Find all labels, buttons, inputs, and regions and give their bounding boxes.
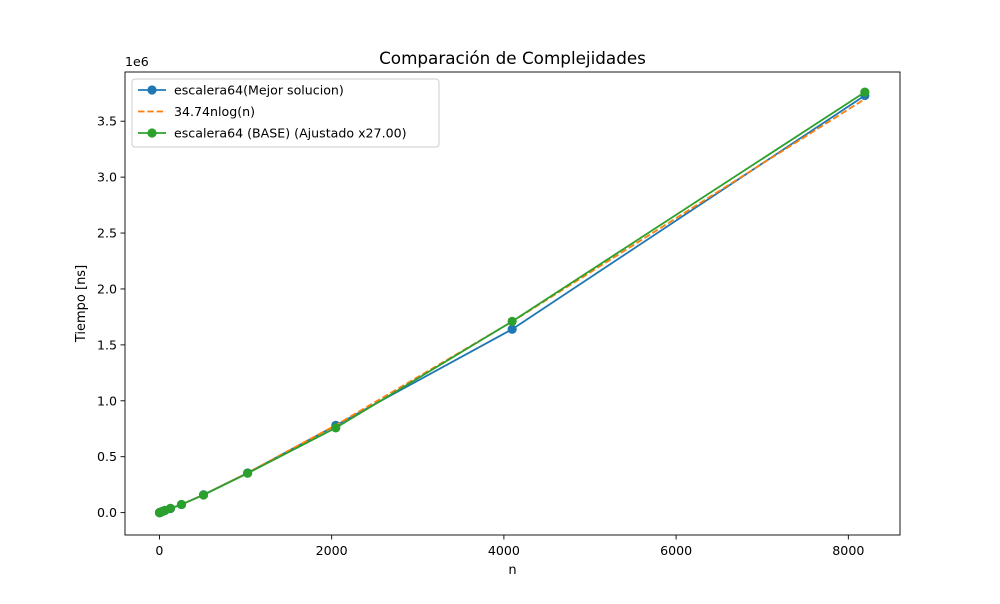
data-point: [331, 423, 341, 433]
legend-label: 34.74nlog(n): [174, 104, 255, 119]
y-tick-label: 3.0: [97, 170, 117, 185]
y-axis: 0.0 0.5 1.0 1.5 2.0 2.5 3.0 3.5: [97, 114, 125, 520]
legend-label: escalera64 (BASE) (Ajustado x27.00): [174, 126, 407, 141]
x-axis-label: n: [508, 563, 516, 578]
y-axis-label: Tiempo [ns]: [74, 265, 89, 343]
y-tick-label: 1.5: [97, 337, 117, 352]
data-point: [198, 490, 209, 500]
legend-frame: [131, 78, 440, 148]
data-point: [176, 499, 187, 510]
data-point: [165, 503, 176, 513]
legend: escalera64(Mejor solucion) 34.74nlog(n) es…: [131, 78, 440, 148]
data-point: [243, 468, 253, 478]
y-tick-label: 0.0: [97, 505, 117, 520]
data-point: [507, 316, 517, 326]
axes-frame: [124, 71, 901, 536]
y-tick-label: 3.5: [97, 114, 117, 129]
legend-label: escalera64(Mejor solucion): [174, 83, 344, 98]
x-axis: 0 2000 4000 6000 8000: [155, 535, 864, 558]
series-2: [154, 87, 870, 518]
x-tick-label: 0: [155, 543, 163, 558]
legend-marker: [147, 85, 157, 95]
data-point: [507, 324, 517, 334]
legend-marker: [147, 128, 157, 138]
x-tick-label: 8000: [832, 543, 864, 558]
y-tick-label: 2.5: [97, 226, 117, 241]
y-tick-label: 2.0: [97, 281, 117, 296]
plot-area: [154, 87, 870, 518]
x-tick-label: 6000: [660, 543, 692, 558]
chart-title: Comparación de Complejidades: [379, 48, 646, 68]
y-tick-label: 0.5: [97, 449, 117, 464]
y-tick-label: 1.0: [97, 393, 117, 408]
y-axis-scale-label: 1e6: [125, 54, 149, 69]
data-point: [860, 87, 870, 97]
x-tick-label: 4000: [488, 543, 520, 558]
x-tick-label: 2000: [316, 543, 348, 558]
